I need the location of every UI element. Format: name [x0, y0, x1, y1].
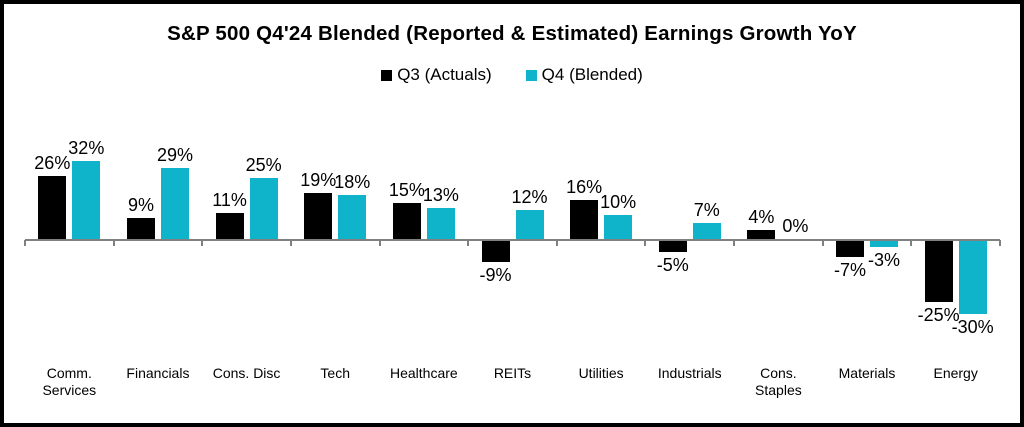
category-label: REITs	[493, 365, 532, 381]
data-label: 12%	[511, 187, 548, 208]
category-label: Comm. Services	[42, 365, 97, 398]
data-label: 18%	[334, 172, 371, 193]
legend-label-q3: Q3 (Actuals)	[397, 65, 492, 84]
bar-q4	[249, 178, 278, 240]
category-label: Cons. Staples	[755, 365, 802, 398]
bar-q3	[392, 202, 421, 240]
bar-q4	[338, 195, 367, 240]
x-axis-tick	[999, 240, 1001, 246]
data-label: -5%	[656, 255, 689, 276]
data-label: 9%	[127, 194, 154, 215]
x-axis-tick	[289, 240, 292, 246]
x-axis-tick	[733, 240, 736, 246]
data-label: -9%	[479, 265, 512, 286]
bar-q3	[836, 240, 865, 258]
chart-title: S&P 500 Q4'24 Blended (Reported & Estima…	[167, 22, 857, 45]
bar-q4	[72, 160, 101, 240]
bar-q3	[924, 240, 953, 302]
x-axis-tick	[378, 240, 381, 246]
data-label: 16%	[566, 177, 603, 198]
x-axis-tick	[112, 240, 115, 246]
category-label: Healthcare	[389, 365, 458, 381]
x-axis-tick	[24, 240, 26, 246]
category-label: Materials	[838, 365, 896, 381]
x-axis-tick	[821, 240, 824, 246]
bar-q3	[658, 240, 687, 253]
legend-item-q4: Q4 (Blended)	[525, 65, 643, 85]
category-label: Energy	[933, 365, 978, 381]
bar-q3	[304, 192, 333, 240]
x-axis-tick	[555, 240, 558, 246]
bar-q3	[215, 212, 244, 240]
data-label: -7%	[834, 260, 867, 281]
bar-q4	[604, 215, 633, 240]
bar-q3	[481, 240, 510, 263]
bar-q4	[870, 240, 899, 248]
bar-q4	[426, 207, 455, 240]
bar-chart-plot-area: 26% 32% Comm. Services 9% 29% Financials 11% 25…	[4, 4, 1020, 423]
category-label: Utilities	[578, 365, 624, 381]
bar-q3	[38, 175, 67, 240]
bar-q3	[126, 217, 155, 240]
data-label: 15%	[388, 179, 425, 200]
data-label: 26%	[34, 152, 71, 173]
data-label: 19%	[300, 169, 337, 190]
x-axis-tick	[910, 240, 913, 246]
q3-series-marker-icon	[381, 69, 393, 81]
data-label: 29%	[156, 145, 193, 166]
bar-q4	[515, 210, 544, 240]
data-label: -25%	[917, 305, 960, 325]
bar-q4	[958, 240, 987, 315]
data-label: 4%	[748, 207, 775, 228]
data-label: 0%	[782, 215, 809, 236]
data-label: 25%	[245, 155, 282, 175]
legend: Q3 (Actuals) Q4 (Blended)	[4, 65, 1020, 85]
data-label: 7%	[693, 199, 720, 220]
bar-q3	[747, 230, 776, 240]
bar-q4	[160, 168, 189, 240]
data-label: 11%	[212, 189, 247, 210]
bar-q4	[692, 222, 721, 240]
data-label: -3%	[868, 250, 901, 271]
x-axis-tick	[644, 240, 647, 246]
x-axis-line	[25, 239, 1000, 241]
data-label: 10%	[600, 192, 637, 213]
x-axis-tick	[201, 240, 204, 246]
legend-item-q3: Q3 (Actuals)	[381, 65, 492, 85]
category-label: Cons. Disc	[212, 365, 281, 381]
data-label: 13%	[422, 184, 459, 205]
x-axis-tick	[467, 240, 470, 246]
q4-series-marker-icon	[525, 69, 537, 81]
data-label: -30%	[951, 317, 994, 338]
data-label: 32%	[68, 137, 105, 158]
category-label: Financials	[126, 365, 190, 381]
category-label: Industrials	[657, 365, 722, 381]
legend-label-q4: Q4 (Blended)	[541, 65, 643, 84]
bar-q3	[570, 200, 599, 240]
category-label: Tech	[320, 365, 350, 381]
